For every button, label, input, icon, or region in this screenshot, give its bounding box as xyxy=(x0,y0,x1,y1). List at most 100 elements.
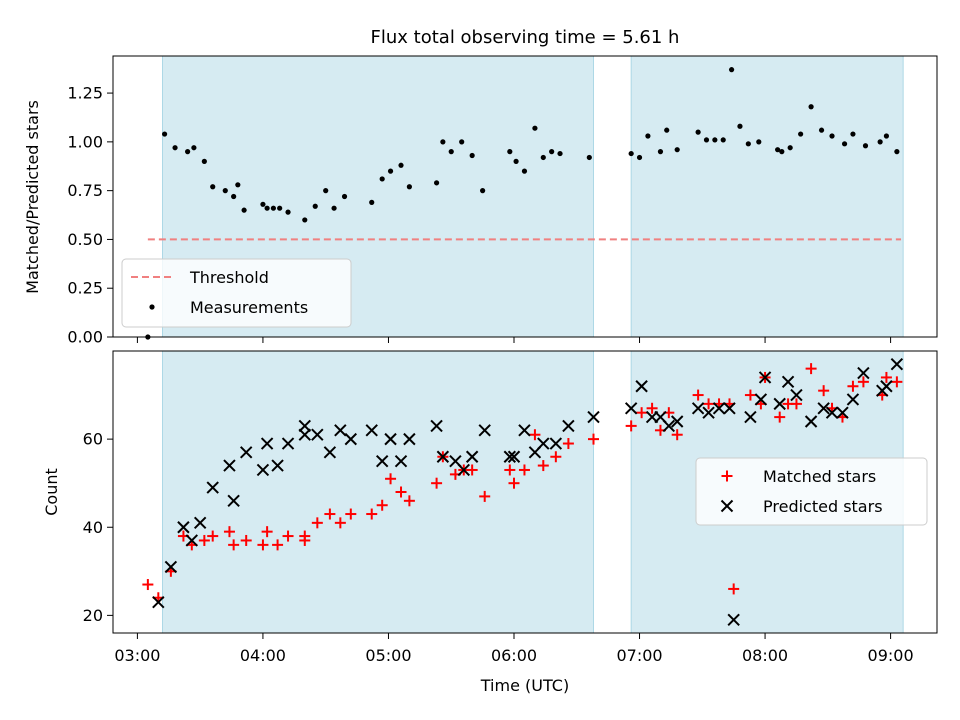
measurement-point-14 xyxy=(277,205,283,211)
measurement-point-41 xyxy=(636,154,643,161)
ratio-legend: Threshold Measurements xyxy=(121,258,352,328)
matched-point-17 xyxy=(324,508,336,520)
predicted-point-54-b xyxy=(790,388,803,402)
matched-point-8 xyxy=(228,539,240,551)
measurement-point-64 xyxy=(877,139,883,145)
predicted-point-27-b xyxy=(457,463,470,477)
predicted-point-14-b xyxy=(298,428,311,441)
measurement-point-8 xyxy=(231,193,237,200)
predicted-point-59 xyxy=(846,393,860,406)
predicted-point-44-b xyxy=(691,402,705,415)
measurement-point-9 xyxy=(235,182,241,188)
matched-point-31 xyxy=(504,464,516,476)
matched-point-13 xyxy=(282,530,294,542)
predicted-point-54 xyxy=(790,388,803,402)
predicted-point-46 xyxy=(712,402,726,415)
measurement-point-57 xyxy=(798,131,804,137)
matched-point-25 xyxy=(431,477,443,489)
predicted-point-31-b xyxy=(507,450,521,463)
matched-point-6 xyxy=(207,530,219,542)
predicted-point-10-b xyxy=(260,437,274,450)
count-panel-frame xyxy=(112,350,938,634)
measurement-point-40 xyxy=(628,150,634,157)
matched-point-12 xyxy=(272,539,284,551)
predicted-point-6-b xyxy=(223,459,236,472)
predicted-point-17-b xyxy=(334,424,347,437)
measurement-point-32 xyxy=(507,149,513,155)
matched-point-57 xyxy=(818,385,830,397)
predicted-point-42 xyxy=(662,419,676,433)
legend-predicted-marker-b xyxy=(720,499,734,513)
matched-point-34 xyxy=(529,429,541,441)
measurement-point-27 xyxy=(440,139,446,145)
predicted-point-6 xyxy=(223,459,236,472)
matched-point-30 xyxy=(479,490,491,502)
matched-point-16 xyxy=(311,517,323,529)
measurement-point-56 xyxy=(787,145,793,151)
predicted-point-3 xyxy=(185,534,199,547)
matched-point-11 xyxy=(261,526,273,538)
legend-predicted-marker xyxy=(720,499,734,513)
predicted-point-26-b xyxy=(449,454,462,468)
matched-point-10 xyxy=(257,539,269,551)
predicted-point-51-b xyxy=(758,371,772,384)
predicted-point-63 xyxy=(890,358,904,371)
ratio-y-tick-label-4: 1.00 xyxy=(67,132,103,151)
legend-predicted-swatch xyxy=(720,499,734,513)
measurement-point-35 xyxy=(532,125,538,131)
measurement-point-50 xyxy=(728,67,735,73)
measurement-point-39 xyxy=(586,154,592,161)
predicted-point-38 xyxy=(624,402,638,415)
measurement-point-11 xyxy=(260,201,266,207)
matched-point-33 xyxy=(518,464,530,476)
predicted-point-22-b xyxy=(394,454,408,468)
count-x-tick-label-1: 04:00 xyxy=(240,646,286,665)
matched-point-18 xyxy=(334,517,346,529)
predicted-point-35-b xyxy=(549,437,563,450)
predicted-point-24-b xyxy=(430,419,443,433)
predicted-point-49 xyxy=(744,410,757,424)
predicted-point-14 xyxy=(298,428,311,441)
matched-point-21 xyxy=(376,499,388,511)
measurement-point-30 xyxy=(469,152,475,159)
measurement-point-60 xyxy=(829,133,835,139)
measurement-point-12 xyxy=(264,205,270,211)
measurement-point-16 xyxy=(302,217,308,223)
matched-point-46 xyxy=(703,398,715,410)
measurement-point-19 xyxy=(331,205,337,211)
predicted-point-31 xyxy=(507,450,521,463)
predicted-point-45-b xyxy=(702,406,715,419)
predicted-point-55-b xyxy=(804,415,818,428)
measurement-point-53 xyxy=(756,139,762,145)
measurement-point-33 xyxy=(513,158,519,164)
predicted-point-32-b xyxy=(518,424,531,437)
predicted-point-30 xyxy=(503,450,517,463)
ratio-panel-frame xyxy=(112,55,938,338)
count-x-tick-label-0: 03:00 xyxy=(114,646,160,665)
predicted-point-5 xyxy=(206,481,219,494)
predicted-point-43 xyxy=(670,415,684,428)
predicted-point-12 xyxy=(281,437,295,450)
predicted-point-48-b xyxy=(727,613,740,626)
predicted-point-63-b xyxy=(890,358,904,371)
count-x-tick-label-5: 08:00 xyxy=(742,646,788,665)
count-x-tick-label-2: 05:00 xyxy=(365,646,411,665)
predicted-point-60-b xyxy=(857,366,870,380)
predicted-point-37-b xyxy=(587,410,600,424)
matched-point-44 xyxy=(671,429,683,441)
predicted-point-37 xyxy=(587,410,600,424)
measurement-point-13 xyxy=(270,205,276,211)
measurement-point-1 xyxy=(161,131,168,137)
matched-point-22 xyxy=(385,473,397,485)
predicted-point-51 xyxy=(758,371,772,384)
count-x-ticks: 03:00 04:00 05:00 06:00 07:00 08:00 09:00 xyxy=(114,633,914,665)
matched-point-45 xyxy=(692,389,704,401)
predicted-point-16-b xyxy=(323,446,337,459)
measurement-point-3 xyxy=(185,149,191,155)
measurement-point-59 xyxy=(818,127,825,133)
predicted-point-11 xyxy=(271,459,284,472)
predicted-point-2 xyxy=(177,521,190,534)
matched-point-40 xyxy=(636,407,648,419)
matched-point-7 xyxy=(223,526,235,538)
